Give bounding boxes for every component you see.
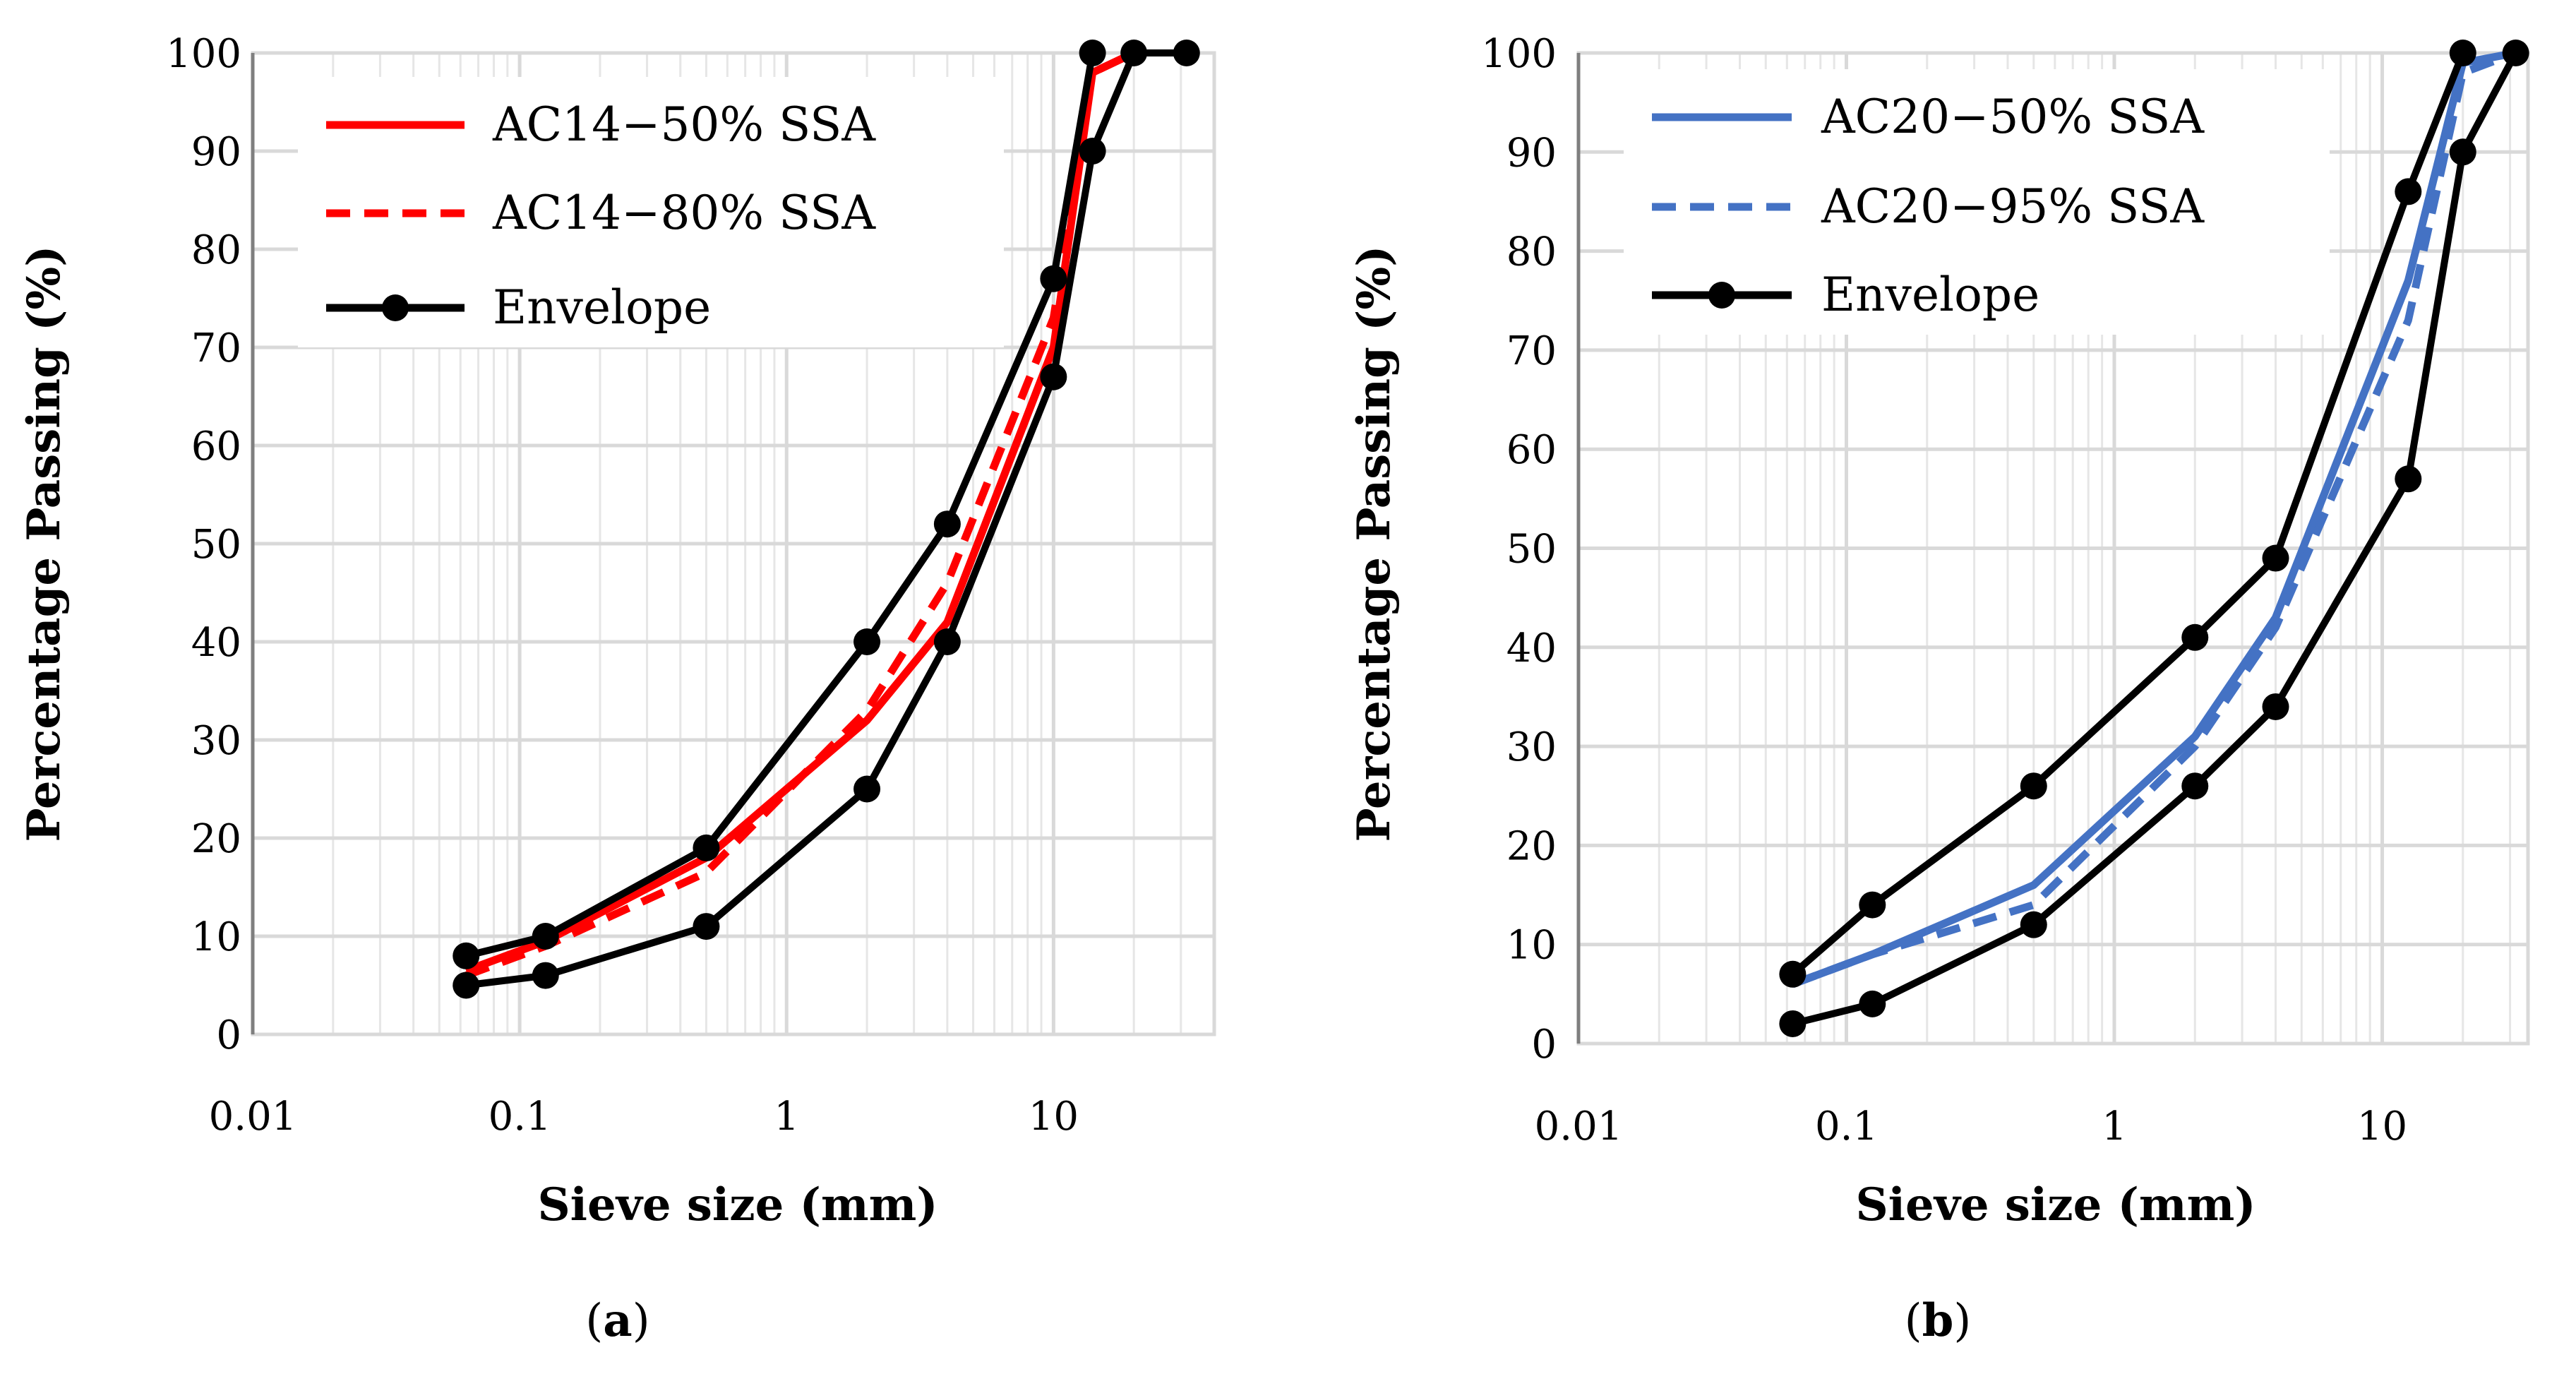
chart-panel-a: 0 10 20 30 40 50 60 70 80 90 100 0.01 0.1 1 10 Sieve si… — [18, 31, 1216, 1347]
envelope-point — [2181, 772, 2209, 800]
y-tick-label: 30 — [1506, 724, 1557, 770]
y-tick-label: 40 — [191, 620, 241, 666]
envelope-point — [1079, 138, 1106, 165]
envelope-point — [1779, 1010, 1807, 1037]
legend-marker — [1708, 282, 1735, 309]
envelope-point — [2262, 693, 2289, 720]
envelope-point — [1040, 265, 1067, 292]
envelope-point — [933, 628, 961, 655]
y-tick-label: 10 — [1506, 923, 1557, 969]
y-tick-label: 50 — [1506, 527, 1557, 573]
x-tick-label: 0.01 — [1535, 1104, 1623, 1149]
y-tick-label: 100 — [166, 31, 241, 77]
envelope-point — [853, 628, 881, 655]
series-line-envelope — [1792, 51, 2520, 1027]
legend-label: AC14−50% SSA — [492, 97, 876, 152]
envelope-point — [1079, 40, 1106, 66]
envelope-point — [2020, 772, 2047, 800]
envelope-point — [2449, 40, 2476, 66]
y-tick-label: 70 — [1506, 328, 1557, 374]
panel-label: (a) — [585, 1294, 649, 1347]
envelope-point — [853, 775, 881, 803]
envelope-point — [453, 942, 480, 969]
envelope-point — [1040, 363, 1067, 390]
y-tick-label: 90 — [1506, 130, 1557, 176]
y-tick-label: 10 — [191, 914, 241, 960]
envelope-point — [1779, 960, 1807, 988]
x-tick-label: 10 — [1029, 1094, 1079, 1140]
panel-label-part: ( — [585, 1295, 603, 1347]
envelope-point — [693, 913, 720, 940]
envelope-point — [532, 923, 559, 950]
x-axis-title: Sieve size (mm) — [1855, 1178, 2256, 1231]
y-tick-label: 70 — [191, 325, 241, 371]
panel-label-part: ) — [1953, 1295, 1971, 1347]
chart-panel-b: 0 10 20 30 40 50 60 70 80 90 100 0.01 0.1 1 10 Sieve si… — [1348, 31, 2530, 1347]
envelope-point — [2020, 911, 2047, 938]
y-tick-label: 0 — [216, 1012, 241, 1058]
legend: AC14−50% SSA AC14−80% SSA Envelope — [298, 77, 1004, 347]
x-tick-label: 0.1 — [489, 1094, 551, 1140]
x-tick-label: 10 — [2357, 1104, 2407, 1149]
legend-label: Envelope — [493, 280, 711, 335]
envelope-point — [693, 834, 720, 861]
y-tick-label: 100 — [1481, 31, 1557, 77]
y-axis-title: Percentage Passing (%) — [18, 245, 71, 842]
y-tick-label: 40 — [1506, 626, 1557, 671]
envelope-point — [933, 510, 961, 538]
envelope-point — [453, 972, 480, 999]
envelope-point — [532, 962, 559, 989]
envelope-point — [2449, 138, 2476, 166]
y-tick-label: 30 — [191, 718, 241, 764]
y-tick-label: 0 — [1531, 1022, 1557, 1068]
envelope-point — [2262, 544, 2289, 572]
x-tick-label: 0.1 — [1815, 1104, 1878, 1149]
legend-marker — [382, 294, 409, 321]
y-axis-title: Percentage Passing (%) — [1348, 245, 1401, 842]
y-tick-label: 60 — [191, 424, 241, 470]
legend: AC20−50% SSA AC20−95% SSA Envelope — [1624, 69, 2330, 335]
y-tick-label: 80 — [1506, 229, 1557, 275]
y-tick-label: 50 — [191, 522, 241, 568]
panel-label-part: ( — [1905, 1295, 1922, 1347]
envelope-point — [2395, 465, 2422, 493]
y-tick-label: 60 — [1506, 427, 1557, 473]
y-tick-label: 80 — [191, 227, 241, 273]
envelope-point — [1859, 990, 1886, 1017]
x-tick-label: 1 — [774, 1094, 799, 1140]
legend-label: AC14−80% SSA — [492, 186, 876, 240]
legend-label: AC20−95% SSA — [1821, 179, 2205, 234]
y-tick-label: 20 — [191, 816, 241, 862]
panel-label: (b) — [1905, 1294, 1972, 1347]
envelope-point — [2502, 40, 2529, 66]
x-tick-label: 0.01 — [209, 1094, 297, 1140]
x-tick-label: 1 — [2102, 1104, 2127, 1149]
envelope-point — [2181, 623, 2209, 651]
panel-label-part: ) — [633, 1295, 650, 1347]
legend-label: AC20−50% SSA — [1821, 90, 2205, 144]
envelope-point — [1173, 40, 1200, 66]
envelope-point — [1859, 891, 1886, 919]
envelope-point — [2395, 178, 2422, 205]
x-axis-title: Sieve size (mm) — [537, 1178, 937, 1231]
y-tick-label: 20 — [1506, 823, 1557, 869]
envelope-point — [1120, 40, 1148, 66]
panel-label-part: b — [1922, 1294, 1954, 1347]
series-line-dashed — [1791, 49, 2517, 988]
panel-label-part: a — [603, 1294, 632, 1347]
y-tick-label: 90 — [191, 129, 241, 175]
legend-label: Envelope — [1821, 268, 2039, 322]
